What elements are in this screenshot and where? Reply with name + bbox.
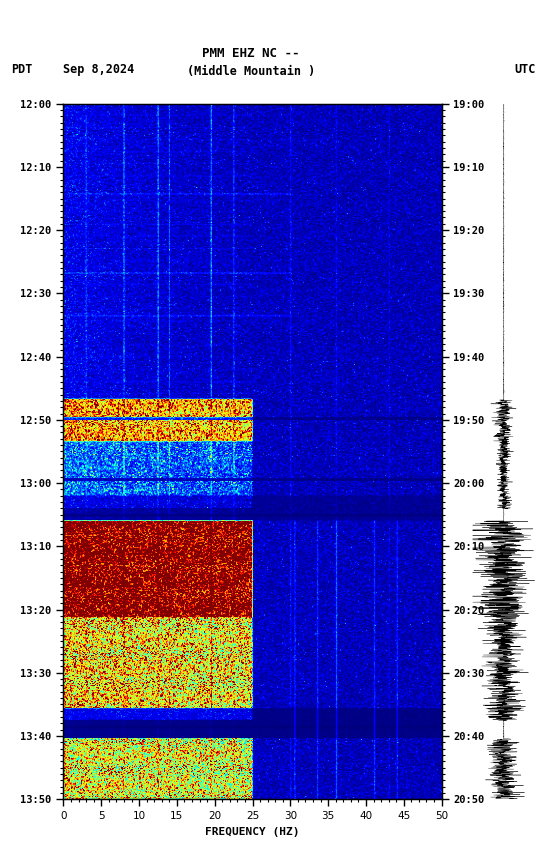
Text: Sep 8,2024: Sep 8,2024 — [63, 62, 135, 76]
X-axis label: FREQUENCY (HZ): FREQUENCY (HZ) — [205, 827, 300, 836]
Text: PDT: PDT — [11, 62, 33, 76]
Text: PMM EHZ NC --: PMM EHZ NC -- — [203, 48, 300, 60]
Text: (Middle Mountain ): (Middle Mountain ) — [187, 65, 315, 78]
Text: UTC: UTC — [514, 62, 535, 76]
